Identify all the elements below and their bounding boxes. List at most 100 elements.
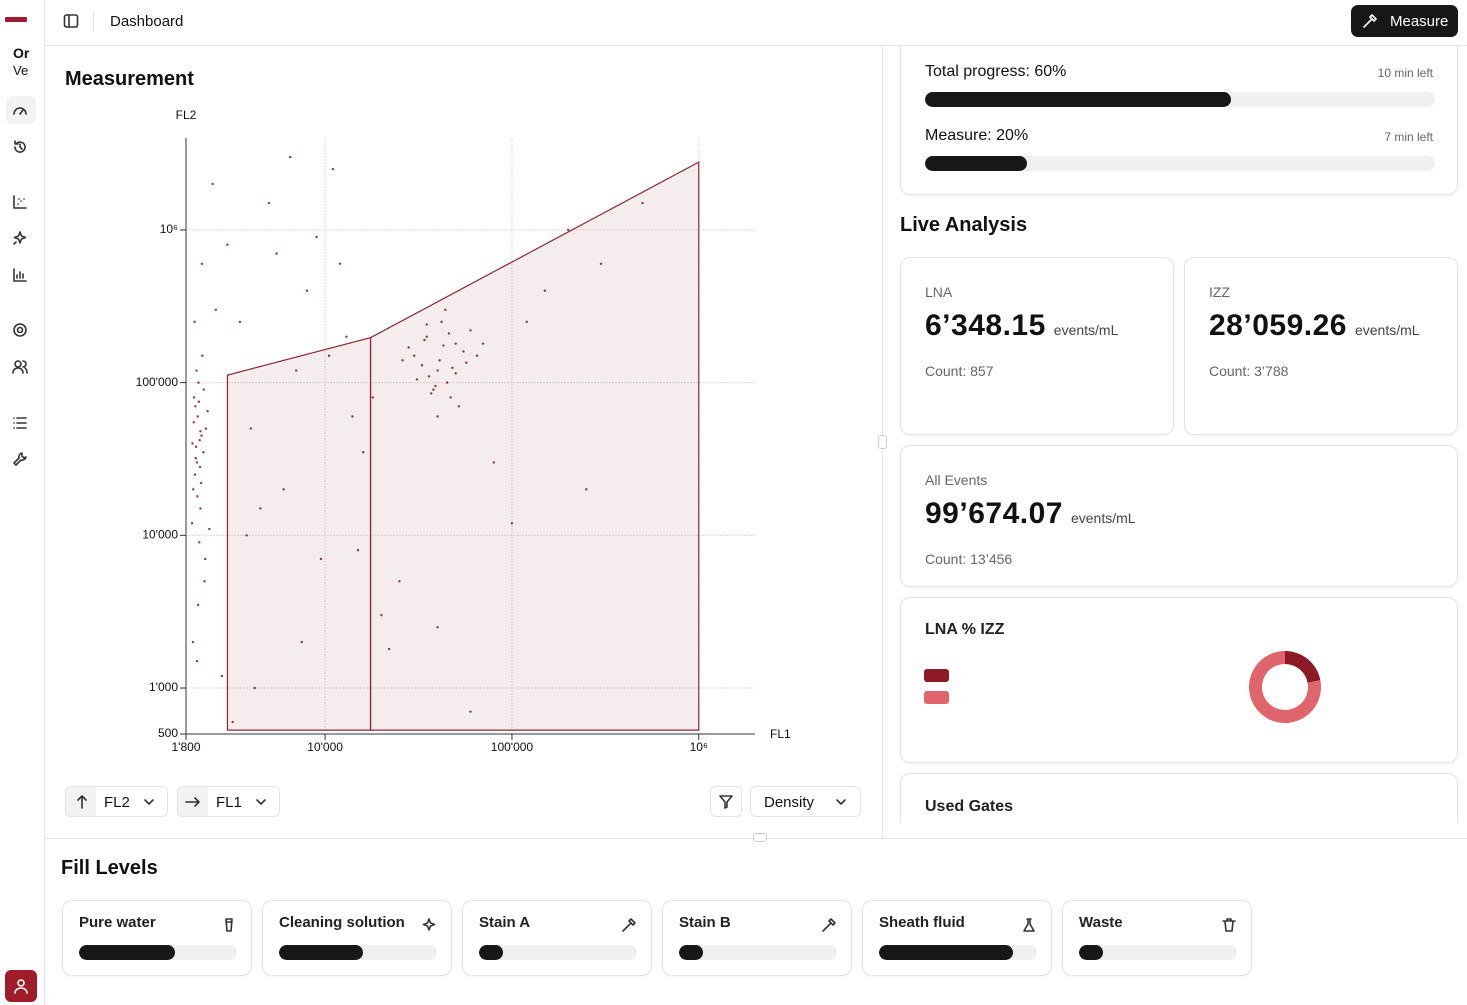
fill-bar (879, 945, 1014, 960)
x-axis-select[interactable]: FL1 (177, 786, 280, 817)
scatter-point (196, 415, 199, 418)
scatter-point (449, 396, 452, 399)
chevron (144, 799, 154, 805)
scatter-point (566, 228, 570, 232)
nav-charts[interactable] (12, 267, 28, 283)
fill-card: Pure water (62, 900, 252, 976)
scatter-point (194, 456, 197, 460)
measurement-title: Measurement (65, 68, 194, 90)
fill-name: Stain A (479, 914, 531, 931)
fill-bar (79, 945, 176, 960)
scatter-point (434, 384, 437, 388)
mode-value: Density (764, 794, 815, 811)
scatter-point (200, 262, 204, 266)
scatter-point (195, 461, 199, 464)
arrow-up (77, 795, 87, 809)
logo (5, 17, 27, 22)
scatter-point (427, 375, 431, 378)
scatter-point (267, 201, 271, 205)
nav-tools[interactable] (12, 451, 28, 467)
scatter-point (469, 710, 472, 713)
metric-count: Count: 3’788 (1209, 363, 1289, 379)
scatter-point (525, 320, 528, 324)
nav-list[interactable] (12, 415, 28, 431)
progress-card: Total progress: 60% 10 min left Measure:… (900, 46, 1458, 195)
nav-users[interactable] (12, 359, 28, 375)
scatter-point (211, 182, 214, 186)
nav-history[interactable] (12, 139, 28, 155)
scatter-point (423, 338, 426, 342)
y-tick-label: 1'000 (149, 680, 178, 694)
active-nav[interactable] (6, 96, 36, 124)
scatter-point (194, 445, 198, 449)
nav-dashboard[interactable] (12, 102, 28, 118)
gate (369, 161, 700, 731)
scatter-point (445, 381, 449, 384)
sidebar: Or Ve (0, 0, 45, 1005)
metric-unit: events/mL (1053, 322, 1119, 338)
progress-bar (925, 156, 1027, 171)
metric-unit: events/mL (1070, 510, 1136, 526)
measure-button[interactable]: Measure (1351, 5, 1458, 37)
scatter-point (259, 507, 262, 510)
scatter-point (492, 461, 496, 464)
live-analysis-title: Live Analysis (900, 214, 1028, 236)
filter-icon (719, 795, 733, 809)
mode-select[interactable]: Density (750, 786, 861, 817)
scatter-point (253, 686, 256, 690)
fill-name: Stain B (679, 914, 731, 931)
donut-slice (1285, 651, 1321, 683)
fill-track (1079, 945, 1237, 960)
fill-name: Waste (1079, 914, 1123, 931)
y-tick-label: 10'000 (142, 528, 178, 542)
scatter-point (599, 262, 603, 266)
scatter-point (371, 396, 375, 399)
scatter-point (194, 405, 197, 408)
scatter-point (315, 235, 318, 239)
scatter-point (190, 522, 194, 525)
scatter-point (238, 320, 242, 324)
avatar-icon (14, 979, 28, 994)
nav-gates[interactable] (12, 230, 28, 246)
filter-button[interactable] (710, 786, 742, 817)
scatter-point (481, 342, 485, 345)
sidebar-toggle[interactable] (63, 13, 79, 29)
resize-handle[interactable] (753, 833, 767, 842)
fill-track (879, 945, 1037, 960)
scatter-point (199, 507, 202, 510)
metric-value: 6’348.15 (925, 309, 1046, 342)
y-tick-label: 100'000 (136, 375, 179, 389)
legend-swatch (924, 669, 949, 682)
user-avatar[interactable] (5, 970, 37, 1002)
scatter-point (401, 359, 404, 362)
fill-icon (1222, 918, 1236, 932)
gate (226, 336, 372, 731)
nav-settings[interactable] (12, 322, 28, 338)
scatter-point (305, 289, 309, 292)
nav-scatter[interactable] (12, 194, 28, 210)
measure-label: Measure (1390, 13, 1449, 30)
fill-icon (622, 918, 636, 932)
x-axis-value: FL1 (216, 794, 242, 811)
scatter-point (195, 369, 198, 372)
fill-icon (822, 918, 836, 932)
scatter-point (206, 410, 209, 413)
y-tick-label: 500 (158, 726, 178, 740)
scatter-point (420, 364, 424, 367)
scatter-point (457, 405, 461, 408)
scatter-point (641, 201, 644, 205)
resize-handle[interactable] (878, 435, 887, 449)
scatter-point (202, 388, 205, 391)
y-axis-select[interactable]: FL2 (65, 786, 168, 817)
scatter-point (331, 167, 335, 171)
fill-levels-title: Fill Levels (61, 857, 158, 879)
scatter-point (413, 354, 416, 357)
org-name: Or (13, 45, 30, 61)
scatter-point (193, 473, 197, 476)
time-left: 7 min left (1384, 130, 1433, 144)
donut-chart (924, 651, 1321, 723)
scatter-point (398, 580, 401, 583)
fill-name: Cleaning solution (279, 914, 405, 931)
scatter-point (475, 354, 479, 357)
y-tick-label: 10⁶ (160, 222, 178, 236)
